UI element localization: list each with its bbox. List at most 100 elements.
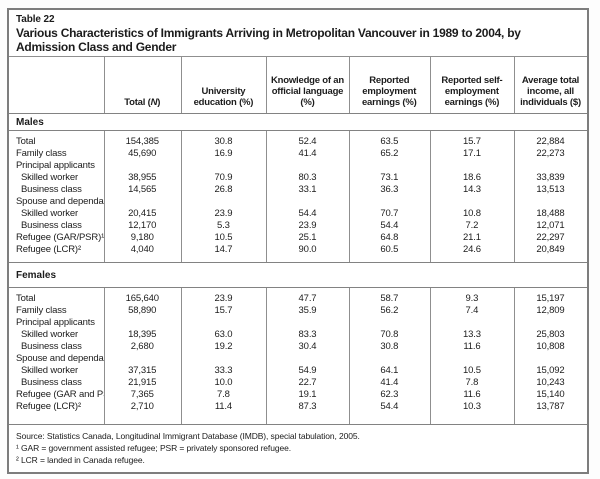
cell-value: 87.3 xyxy=(298,401,317,412)
cell-value xyxy=(266,160,349,172)
table-row: Business class 2,680 19.2 30.4 30.8 11.6 10,80… xyxy=(9,341,587,353)
cell-value: 13,513 xyxy=(536,184,565,195)
females-data-section: Total 165,640 23.9 47.7 58.7 9.3 15,197 Family … xyxy=(9,288,587,425)
cell-value xyxy=(430,160,514,172)
row-label: Skilled worker xyxy=(21,329,79,340)
cell-value xyxy=(430,196,514,208)
cell-value xyxy=(349,160,430,172)
cell-value: 18,488 xyxy=(536,208,565,219)
cell-value: 64.8 xyxy=(380,232,399,243)
table-row: Spouse and dependants xyxy=(9,196,587,208)
cell-value: 90.0 xyxy=(298,244,317,255)
row-label: Total xyxy=(16,136,36,147)
cell-value: 70.7 xyxy=(380,208,399,219)
column-divider xyxy=(348,288,350,424)
cell-value xyxy=(349,317,430,329)
cell-value: 26.8 xyxy=(214,184,233,195)
column-header-official-language: Knowledge of an official language (%) xyxy=(270,75,344,108)
cell-value: 23.9 xyxy=(214,208,233,219)
row-label: Family class xyxy=(16,148,67,159)
row-label: Family class xyxy=(16,305,67,316)
cell-value: 13.3 xyxy=(462,329,481,340)
cell-value: 38,955 xyxy=(128,172,157,183)
cell-value xyxy=(104,196,181,208)
cell-value: 52.4 xyxy=(298,136,317,147)
cell-value: 13,787 xyxy=(536,401,565,412)
table-row: Family class 58,890 15.7 35.9 56.2 7.4 12,809 xyxy=(9,305,587,317)
cell-value: 14,565 xyxy=(128,184,157,195)
cell-value: 80.3 xyxy=(298,172,317,183)
cell-value: 12,071 xyxy=(536,220,565,231)
cell-value: 15,197 xyxy=(536,293,565,304)
cell-value: 35.9 xyxy=(298,305,317,316)
cell-value: 33.3 xyxy=(214,365,233,376)
section-label: Females xyxy=(16,269,57,281)
cell-value xyxy=(181,196,267,208)
cell-value: 15,140 xyxy=(536,389,565,400)
row-label: Skilled worker xyxy=(21,208,79,219)
cell-value xyxy=(181,353,267,365)
cell-value: 63.5 xyxy=(380,136,399,147)
table-number: Table 22 xyxy=(16,14,55,25)
table-row: Refugee (GAR and PSR)¹ 7,365 7.8 19.1 62.3 11… xyxy=(9,389,587,401)
cell-value xyxy=(104,160,181,172)
cell-value: 33.1 xyxy=(298,184,317,195)
cell-value xyxy=(349,353,430,365)
cell-value: 10.5 xyxy=(462,365,481,376)
cell-value: 58,890 xyxy=(128,305,157,316)
table-row: Skilled worker 38,955 70.9 80.3 73.1 18.6 33,8… xyxy=(9,172,587,184)
column-header-total: Total (N) xyxy=(104,97,181,113)
cell-value: 7.8 xyxy=(465,377,479,388)
cell-value: 12,170 xyxy=(128,220,157,231)
cell-value xyxy=(181,317,267,329)
cell-value: 2,680 xyxy=(130,341,154,352)
cell-value: 12,809 xyxy=(536,305,565,316)
cell-value: 10.0 xyxy=(214,377,233,388)
cell-value: 10.8 xyxy=(462,208,481,219)
total-label-post: ) xyxy=(157,97,161,108)
cell-value xyxy=(514,317,587,329)
column-header-average-income: Average total income, all individuals ($… xyxy=(520,75,581,108)
cell-value xyxy=(514,353,587,365)
table-row: Principal applicants xyxy=(9,160,587,172)
cell-value: 19.2 xyxy=(214,341,233,352)
table-row: Total 154,385 30.8 52.4 63.5 15.7 22,884 xyxy=(9,136,587,148)
cell-value: 22,884 xyxy=(536,136,565,147)
cell-value: 23.9 xyxy=(214,293,233,304)
cell-value: 37,315 xyxy=(128,365,157,376)
cell-value: 7,365 xyxy=(130,389,154,400)
row-label: Refugee (LCR)² xyxy=(16,401,81,412)
cell-value: 17.1 xyxy=(462,148,481,159)
cell-value: 18,395 xyxy=(128,329,157,340)
row-label: Business class xyxy=(21,341,82,352)
column-divider xyxy=(429,57,431,113)
column-header-self-employment-earnings: Reported self-employment earnings (%) xyxy=(441,75,503,108)
cell-value: 73.1 xyxy=(380,172,399,183)
cell-value: 5.3 xyxy=(217,220,230,231)
cell-value: 14.7 xyxy=(214,244,233,255)
cell-value: 22,297 xyxy=(536,232,565,243)
cell-value: 64.1 xyxy=(380,365,399,376)
column-divider xyxy=(180,57,182,113)
cell-value: 9,180 xyxy=(130,232,154,243)
cell-value: 10.3 xyxy=(462,401,481,412)
footnote-gar-psr: ¹ GAR = government assisted refugee; PSR… xyxy=(16,443,291,453)
row-label: Refugee (GAR/PSR)¹ xyxy=(16,232,104,243)
source-note: Source: Statistics Canada, Longitudinal … xyxy=(16,431,360,441)
row-label: Skilled worker xyxy=(21,172,79,183)
cell-value: 11.4 xyxy=(214,401,232,412)
table-row: Refugee (LCR)² 4,040 14.7 90.0 60.5 24.6 20,84… xyxy=(9,244,587,256)
cell-value: 2,710 xyxy=(130,401,154,412)
cell-value: 54.9 xyxy=(298,365,317,376)
cell-value: 70.8 xyxy=(380,329,399,340)
cell-value: 7.2 xyxy=(465,220,479,231)
column-divider xyxy=(103,57,105,113)
cell-value: 15,092 xyxy=(536,365,565,376)
row-label: Business class xyxy=(21,220,82,231)
section-label: Males xyxy=(16,116,44,128)
cell-value xyxy=(430,317,514,329)
column-divider xyxy=(180,288,182,424)
table-row: Total 165,640 23.9 47.7 58.7 9.3 15,197 xyxy=(9,293,587,305)
cell-value: 11.6 xyxy=(463,389,481,400)
cell-value: 54.4 xyxy=(380,401,399,412)
